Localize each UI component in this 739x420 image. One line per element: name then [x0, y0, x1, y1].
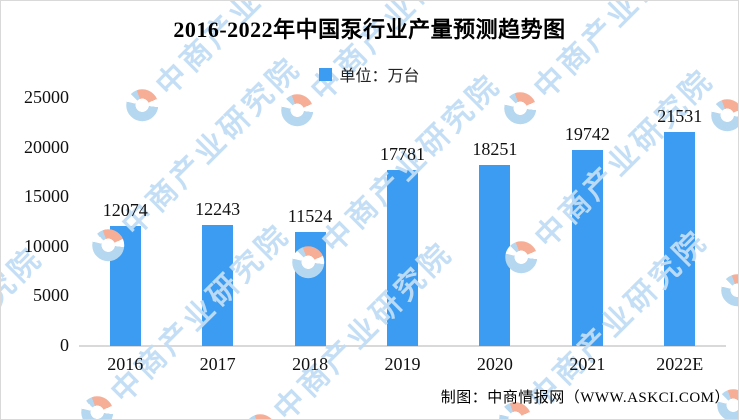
watermark-logo-icon	[74, 389, 120, 419]
watermark-text: 中商产业研究院	[1, 240, 50, 419]
y-tick-0: 0	[60, 335, 69, 355]
x-tick-2022E: 2022E	[656, 354, 704, 374]
value-label-2021: 19742	[564, 124, 610, 144]
chart-title: 2016-2022年中国泵行业产量预测趋势图	[173, 17, 566, 42]
y-tick-25000: 25000	[24, 87, 69, 107]
bar-2017	[202, 225, 234, 346]
value-label-2022E: 21531	[657, 106, 703, 126]
watermark-logo-icon	[119, 82, 165, 128]
bar-2019	[387, 170, 418, 346]
watermark: 中商产业研究院	[1, 234, 51, 419]
legend-label: 单位：万台	[339, 68, 420, 85]
x-tick-2018: 2018	[292, 354, 329, 374]
watermark: 中商产业研究院	[70, 211, 298, 419]
value-label-2020: 18251	[472, 139, 518, 159]
y-tick-15000: 15000	[24, 186, 69, 207]
source-credit: 制图：中商情报网（WWW.ASKCI.COM）	[440, 390, 730, 406]
watermark-logo-icon	[497, 85, 543, 131]
watermark: 中商产业研究院	[233, 229, 461, 419]
value-label-2019: 17781	[380, 144, 425, 164]
x-tick-2021: 2021	[569, 354, 606, 374]
value-label-2017: 12243	[195, 199, 241, 219]
x-axis-line	[79, 345, 726, 347]
watermark-logo-icon	[274, 87, 320, 133]
bar-2016	[109, 226, 141, 346]
legend-swatch-icon	[319, 67, 333, 81]
bar-2018	[294, 232, 326, 346]
watermark-text: 中商产业研究院	[268, 235, 460, 419]
value-label-2018: 11524	[287, 206, 333, 226]
x-tick-2019: 2019	[384, 354, 421, 374]
x-tick-2020: 2020	[476, 354, 513, 374]
bar-2021	[571, 150, 603, 346]
x-tick-2017: 2017	[199, 354, 236, 374]
y-tick-20000: 20000	[24, 136, 69, 157]
y-tick-5000: 5000	[33, 285, 69, 306]
value-label-2016: 12074	[102, 200, 148, 220]
y-tick-10000: 10000	[24, 235, 69, 256]
bar-2020	[479, 165, 511, 346]
watermark-text: 中商产业研究院	[735, 204, 738, 403]
bar-2022E	[664, 132, 696, 346]
watermark-logo-icon	[237, 407, 283, 419]
x-tick-2016: 2016	[107, 354, 144, 374]
watermark-logo-icon	[714, 267, 738, 313]
legend: 单位：万台	[1, 62, 738, 86]
